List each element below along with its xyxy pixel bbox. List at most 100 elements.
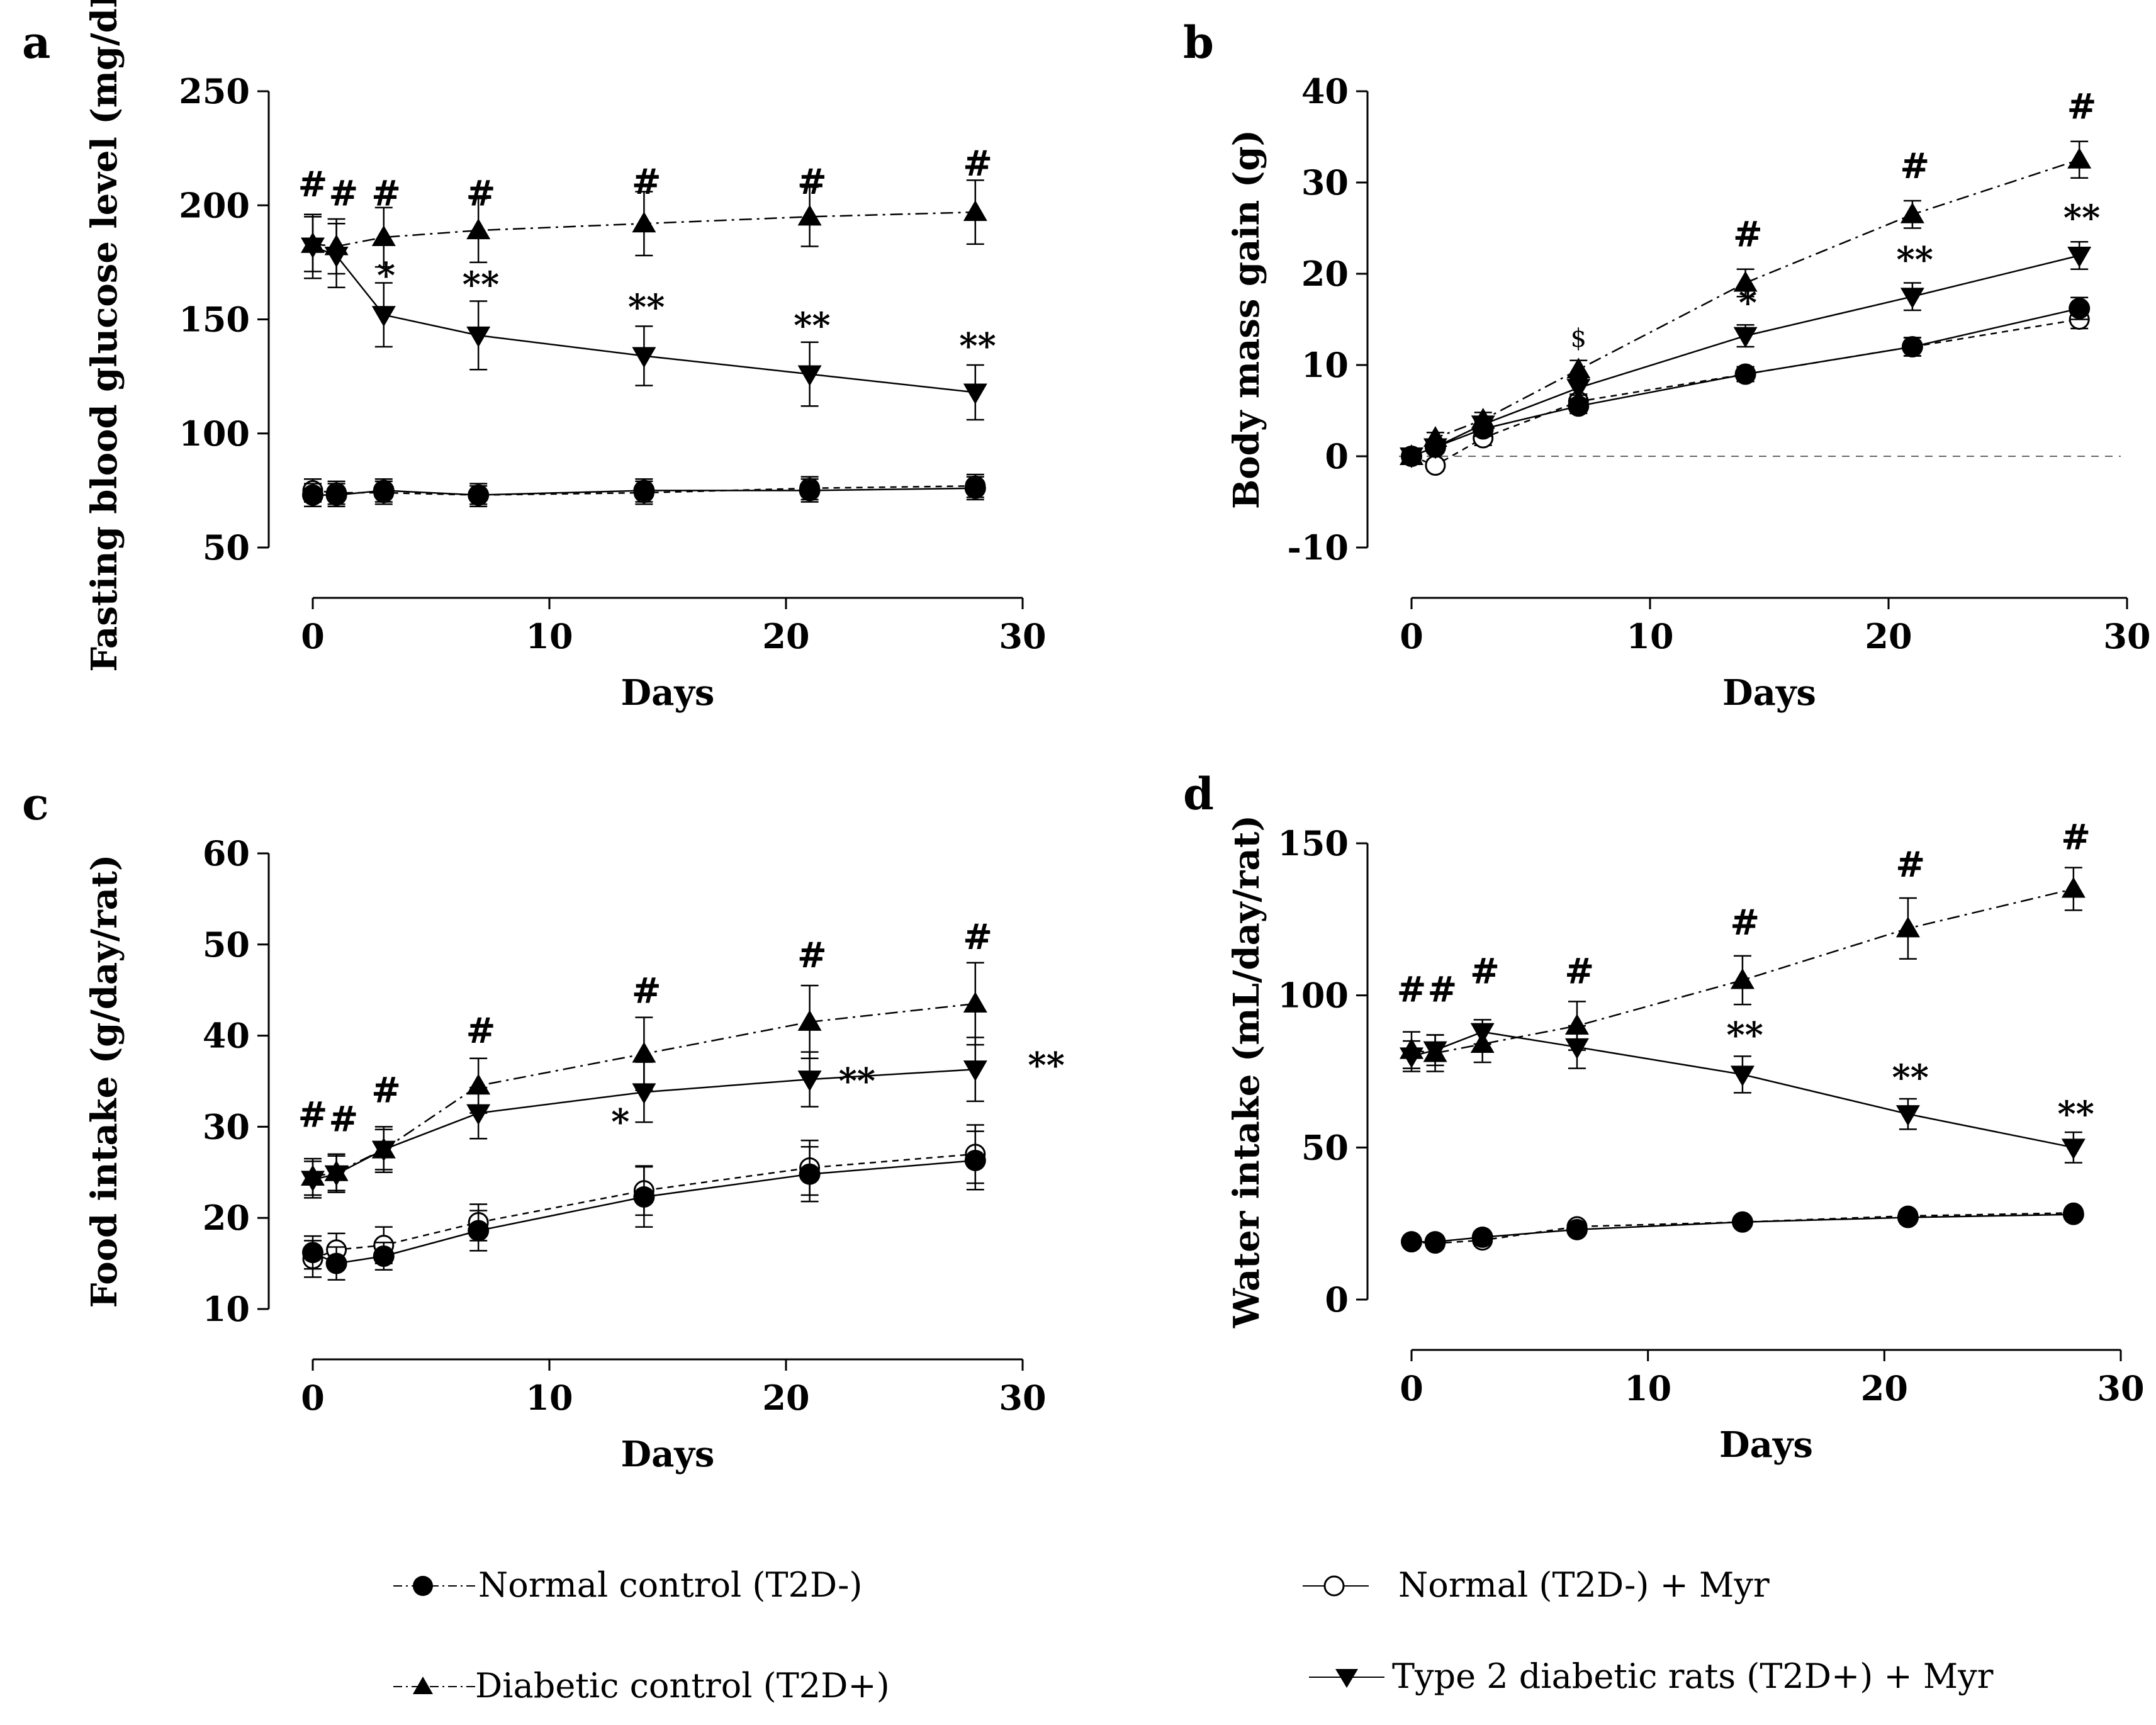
data-point bbox=[1734, 363, 1756, 385]
data-point bbox=[633, 1186, 655, 1208]
significance-label: # bbox=[1427, 969, 1457, 1010]
chart-panel-a: a 50 100 150 200 250 0 10 20 30 Days Fasting blood … bbox=[22, 0, 1047, 714]
series-normal-control bbox=[1401, 1203, 2084, 1253]
significance-label: ** bbox=[839, 1060, 876, 1102]
data-point bbox=[1730, 1065, 1755, 1087]
y-tick-label: 20 bbox=[1301, 254, 1349, 294]
data-point bbox=[466, 1074, 491, 1095]
significance-label: ** bbox=[794, 305, 831, 347]
data-point bbox=[1733, 327, 1758, 348]
data-point bbox=[1423, 438, 1447, 459]
significance-label: * bbox=[377, 255, 395, 296]
data-point bbox=[468, 1220, 490, 1242]
data-point bbox=[373, 480, 395, 502]
data-point bbox=[797, 1009, 822, 1031]
significance-label: # bbox=[1470, 950, 1500, 992]
y-tick-label: 10 bbox=[1301, 345, 1349, 385]
data-point bbox=[1895, 1105, 1920, 1127]
data-point bbox=[963, 1060, 987, 1082]
x-tick-label: 0 bbox=[301, 1378, 325, 1418]
data-point bbox=[1564, 1014, 1589, 1035]
y-tick-label: 100 bbox=[1277, 975, 1349, 1016]
significance-label: ** bbox=[959, 325, 996, 367]
legend-label: Diabetic control (T2D+) bbox=[475, 1666, 890, 1705]
x-axis-label: Days bbox=[1722, 672, 1816, 714]
legend-entry-normal-myr: Normal (T2D-) + Myr bbox=[1303, 1565, 1770, 1605]
significance-label: # bbox=[797, 161, 827, 203]
data-point bbox=[1471, 415, 1495, 437]
x-tick-label: 0 bbox=[1400, 616, 1423, 656]
data-point bbox=[1470, 1023, 1495, 1044]
significance-label: # bbox=[1733, 214, 1763, 256]
significance-label: # bbox=[328, 1099, 358, 1140]
data-point bbox=[302, 1242, 323, 1264]
x-tick-label: 20 bbox=[762, 1378, 809, 1418]
data-point bbox=[797, 365, 822, 386]
data-point bbox=[324, 247, 349, 267]
y-tick-label: 30 bbox=[1301, 162, 1349, 203]
y-tick-label: 40 bbox=[1301, 71, 1349, 111]
x-tick-label: 30 bbox=[999, 616, 1046, 656]
y-axis-label: Food intake (g/day/rat) bbox=[84, 855, 125, 1308]
significance-label: # bbox=[963, 143, 992, 184]
data-point bbox=[301, 1171, 325, 1192]
significance-label: # bbox=[963, 916, 992, 958]
x-tick-label: 30 bbox=[2097, 1368, 2144, 1408]
significance-label: # bbox=[466, 1010, 495, 1052]
data-point bbox=[325, 1252, 347, 1274]
panel-letter: a bbox=[22, 16, 50, 69]
significance-label: # bbox=[2067, 86, 2097, 128]
y-tick-label: 50 bbox=[203, 527, 250, 568]
data-point bbox=[466, 218, 491, 240]
significance-label: ** bbox=[1892, 1057, 1929, 1099]
data-point bbox=[632, 347, 656, 368]
data-point bbox=[1424, 1231, 1446, 1253]
data-point bbox=[301, 237, 325, 259]
series-diabetic-myr bbox=[301, 1037, 987, 1199]
data-point bbox=[1900, 202, 1924, 223]
legend-marker-filled-circle bbox=[413, 1576, 433, 1596]
y-tick-label: 150 bbox=[1277, 823, 1349, 863]
legend-marker-down-triangle bbox=[1335, 1669, 1358, 1688]
data-point bbox=[466, 1104, 491, 1125]
significance-label: # bbox=[632, 161, 661, 203]
y-tick-label: 20 bbox=[203, 1198, 250, 1238]
legend-label: Normal (T2D-) + Myr bbox=[1398, 1565, 1770, 1605]
series-normal-control bbox=[302, 476, 986, 507]
significance-label: # bbox=[371, 1069, 401, 1111]
data-point bbox=[632, 1042, 656, 1063]
y-axis-label: Fasting blood glucose level (mg/dL) bbox=[84, 0, 125, 672]
data-point bbox=[963, 200, 987, 222]
series-diabetic-myr bbox=[301, 213, 987, 421]
significance-label: # bbox=[797, 935, 827, 976]
significance-label: # bbox=[298, 1094, 328, 1135]
data-point bbox=[324, 1165, 349, 1186]
data-point bbox=[1564, 1038, 1589, 1059]
x-tick-label: 30 bbox=[999, 1378, 1046, 1418]
data-point bbox=[1901, 336, 1923, 357]
legend-entry-normal-control: Normal control (T2D-) bbox=[393, 1565, 862, 1605]
data-point bbox=[1733, 271, 1758, 292]
y-tick-label: 10 bbox=[203, 1289, 250, 1329]
x-tick-label: 30 bbox=[2103, 616, 2150, 656]
panel-letter: c bbox=[22, 778, 49, 830]
data-point bbox=[2067, 247, 2092, 267]
data-point bbox=[799, 1163, 821, 1185]
x-tick-label: 0 bbox=[1400, 1368, 1423, 1408]
data-point bbox=[1897, 1206, 1919, 1228]
x-tick-label: 0 bbox=[301, 616, 325, 656]
data-point bbox=[373, 1245, 395, 1267]
chart-panel-b: b -10 0 10 20 30 40 0 10 20 30 Days Body mass gain (… bbox=[1183, 16, 2151, 714]
significance-label: # bbox=[632, 970, 661, 1011]
data-point bbox=[1400, 1047, 1423, 1069]
y-tick-label: 250 bbox=[179, 71, 250, 111]
data-point bbox=[797, 1070, 822, 1092]
data-point bbox=[1401, 1231, 1422, 1253]
data-point bbox=[1566, 357, 1591, 379]
data-point bbox=[1566, 379, 1591, 400]
data-point bbox=[371, 225, 396, 246]
y-tick-label: 150 bbox=[179, 300, 250, 340]
data-point bbox=[1895, 916, 1920, 938]
data-point bbox=[371, 1140, 396, 1162]
panel-letter: d bbox=[1183, 768, 1214, 820]
